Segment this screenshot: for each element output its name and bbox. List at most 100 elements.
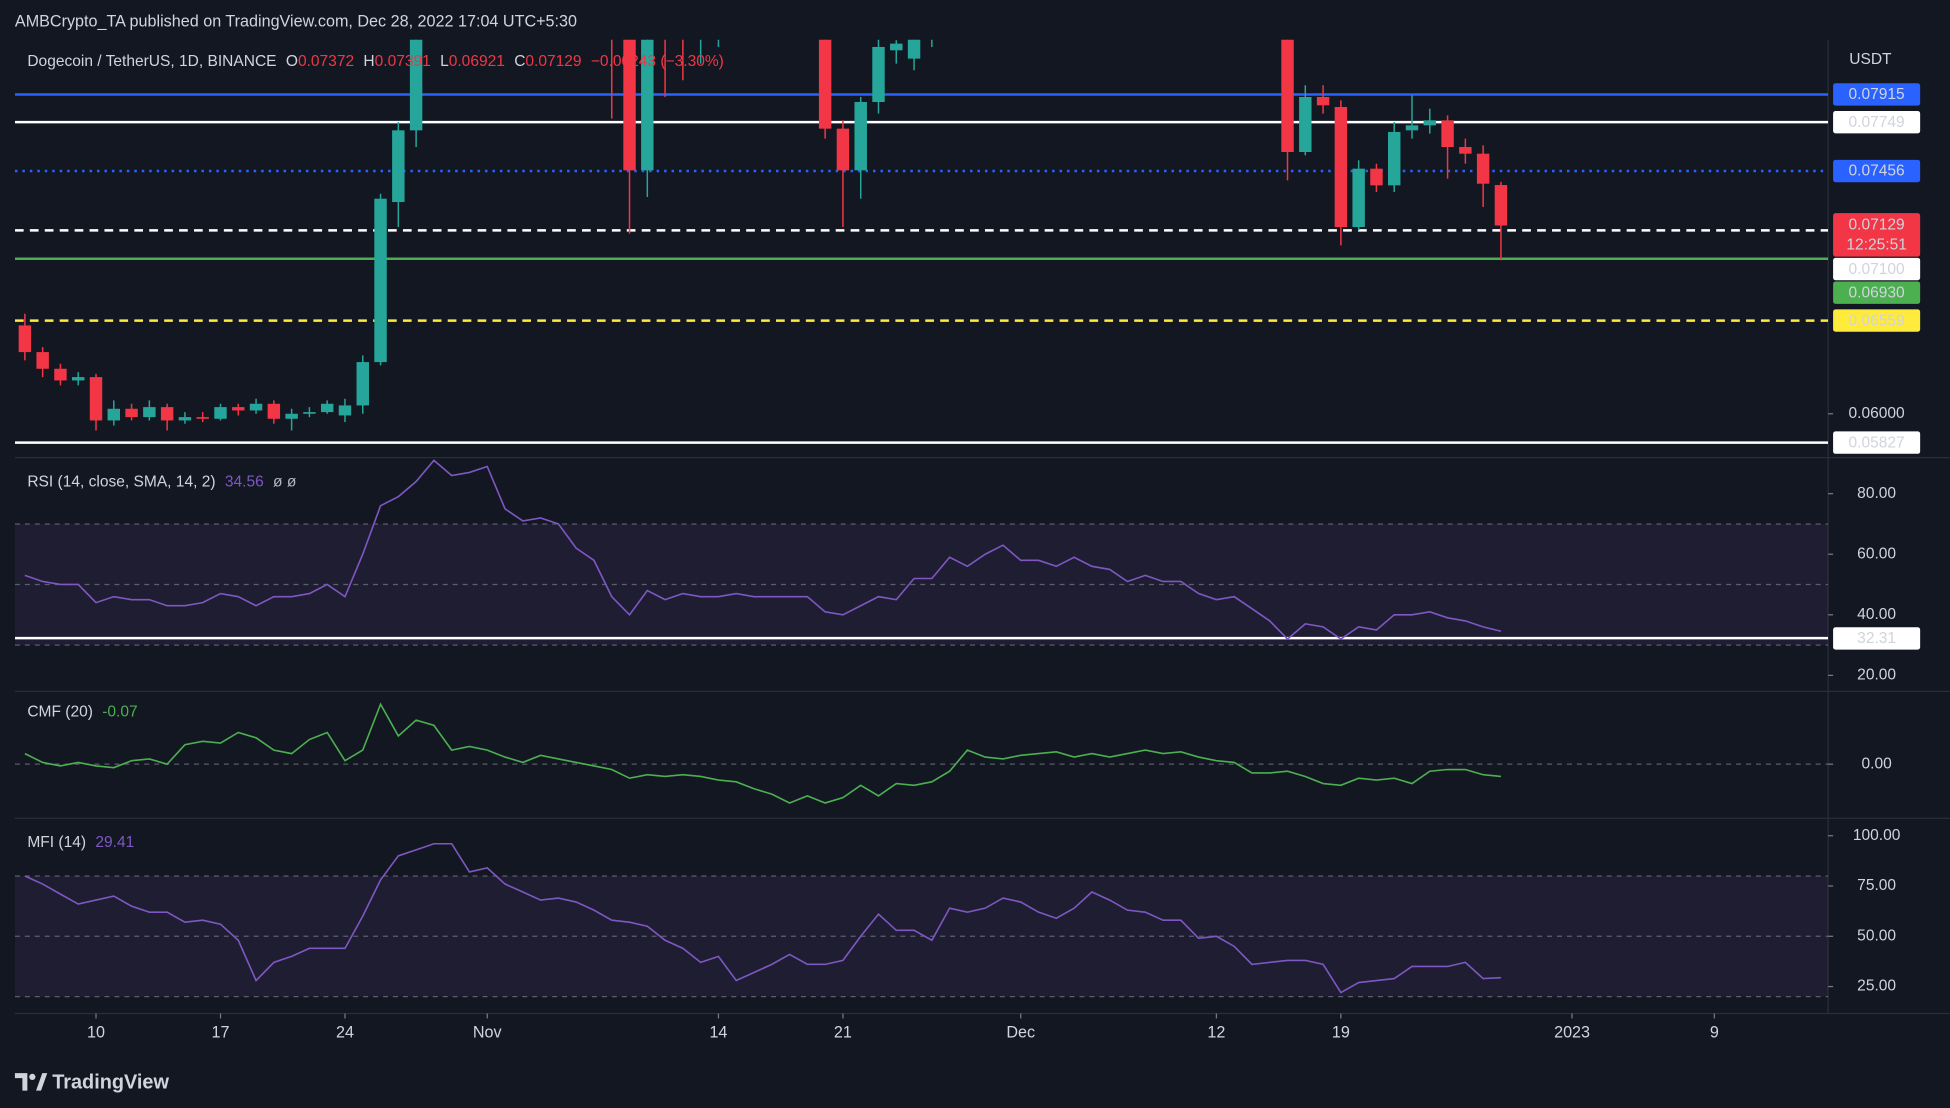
ohlc-key: L: [440, 53, 449, 70]
candle-body: [160, 407, 174, 421]
candle-body: [1281, 39, 1294, 153]
candle-body: [107, 408, 121, 421]
x-tick-label: 24: [336, 1024, 354, 1042]
candle-body: [1299, 96, 1312, 153]
x-tick-label: 14: [709, 1024, 727, 1042]
candle-body: [374, 198, 387, 363]
y-tick-label: 50.00: [1857, 927, 1896, 944]
ohlc-value: 0.06921: [449, 53, 505, 70]
level-label-box: [1833, 159, 1921, 183]
indicator-value: 34.56: [225, 474, 264, 491]
ohlc-value: 0.07372: [298, 53, 354, 70]
candle-body: [267, 403, 281, 419]
x-tick-label: Dec: [1006, 1024, 1035, 1042]
x-tick-label: Nov: [473, 1024, 503, 1042]
candle-body: [178, 417, 192, 421]
candle-body: [196, 417, 209, 419]
level-label-box: [1833, 431, 1921, 454]
candle-body: [1405, 125, 1419, 131]
candle-body: [1370, 168, 1383, 186]
ohlc-key: O: [286, 53, 298, 70]
candle-body: [872, 46, 885, 102]
level-label: 0.07100: [1849, 261, 1906, 278]
x-tick-label: 19: [1332, 1024, 1350, 1042]
level-label-box: [1833, 309, 1921, 332]
logo-mark: [36, 1073, 48, 1091]
mfi-pane: [14, 842, 1829, 998]
candle-body: [1476, 153, 1490, 184]
logo-mark: [29, 1073, 36, 1081]
y-tick-label: 25.00: [1857, 978, 1896, 995]
candle-body: [907, 39, 921, 59]
candle-body: [836, 128, 850, 171]
x-tick-label: 17: [212, 1024, 230, 1042]
ohlc-value: 0.07391: [375, 53, 431, 70]
x-tick-label: 12: [1207, 1024, 1225, 1042]
x-tick-label: 9: [1710, 1024, 1719, 1042]
indicator-line: [24, 459, 1502, 641]
publisher-header: AMBCrypto_TA published on TradingView.co…: [15, 13, 577, 31]
candle-body: [285, 413, 298, 419]
ohlc-key: H: [363, 53, 374, 70]
level-label-box: [1833, 257, 1921, 281]
symbol-title: Dogecoin / TetherUS, 1D, BINANCE: [27, 53, 276, 70]
candle-body: [214, 407, 227, 419]
price-change: −0.00243 (−3.30%): [591, 53, 724, 70]
ohlc-key: C: [514, 53, 525, 70]
candle-body: [1459, 147, 1472, 154]
axes: 0.07915 0.07749 0.07456 0.07129 12:25:51 0.07…: [87, 83, 1921, 1042]
x-tick-label: 10: [87, 1024, 105, 1042]
indicator-title: RSI (14, close, SMA, 14, 2): [27, 474, 215, 491]
candle-body: [1441, 120, 1454, 148]
candle-body: [18, 325, 32, 353]
indicator-line: [24, 702, 1502, 804]
cmf-legend: CMF (20) -0.07: [27, 704, 137, 721]
candle-body: [890, 43, 903, 51]
y-tick-label: 75.00: [1857, 877, 1896, 894]
candle-body: [1352, 168, 1365, 228]
last-price-label: 0.07129: [1849, 217, 1905, 234]
ohlc-value: 0.07129: [525, 53, 581, 70]
y-tick-label: 40.00: [1857, 606, 1896, 623]
candle-body: [89, 377, 103, 421]
indicator-value: -0.07: [102, 704, 137, 721]
mfi-legend: MFI (14) 29.41: [27, 834, 134, 851]
indicator-title: MFI (14): [27, 834, 86, 851]
brand-name: TradingView: [52, 1071, 169, 1093]
candle-body: [125, 408, 138, 418]
candle-body: [249, 403, 263, 411]
level-label: 32.31: [1857, 630, 1896, 647]
candle-body: [232, 407, 245, 411]
indicator-value: 29.41: [95, 834, 134, 851]
y-tick-label: 0.06000: [1849, 405, 1906, 422]
level-label: 0.06930: [1849, 284, 1906, 301]
rsi-pane: [14, 459, 1829, 646]
level-label: 0.07915: [1849, 86, 1905, 103]
candle-body: [338, 405, 352, 416]
candle-body: [1316, 96, 1330, 106]
y-tick-label: 0.00: [1862, 755, 1893, 772]
candle-body: [623, 39, 636, 171]
cmf-pane: [14, 702, 1829, 804]
level-label: 0.06559: [1849, 312, 1905, 329]
candle-body: [356, 362, 369, 406]
y-tick-label: 100.00: [1853, 827, 1901, 844]
x-tick-label: 21: [834, 1024, 852, 1042]
brand-logo: [14, 1073, 48, 1091]
level-label-box: [1833, 83, 1921, 106]
candle-body: [818, 39, 832, 129]
y-tick-label: 80.00: [1857, 485, 1896, 502]
candle-body: [143, 407, 156, 418]
level-label-box: [1833, 110, 1921, 134]
candle-body: [641, 39, 654, 171]
indicator-title: CMF (20): [27, 704, 93, 721]
countdown-label: 12:25:51: [1846, 237, 1906, 254]
level-label-box: [1833, 627, 1921, 650]
price-pane: [14, 39, 1829, 444]
candle-body: [392, 130, 405, 203]
candle-body: [1388, 131, 1401, 186]
price-legend: Dogecoin / TetherUS, 1D, BINANCE O0.0737…: [27, 53, 724, 70]
candle-body: [36, 352, 49, 369]
